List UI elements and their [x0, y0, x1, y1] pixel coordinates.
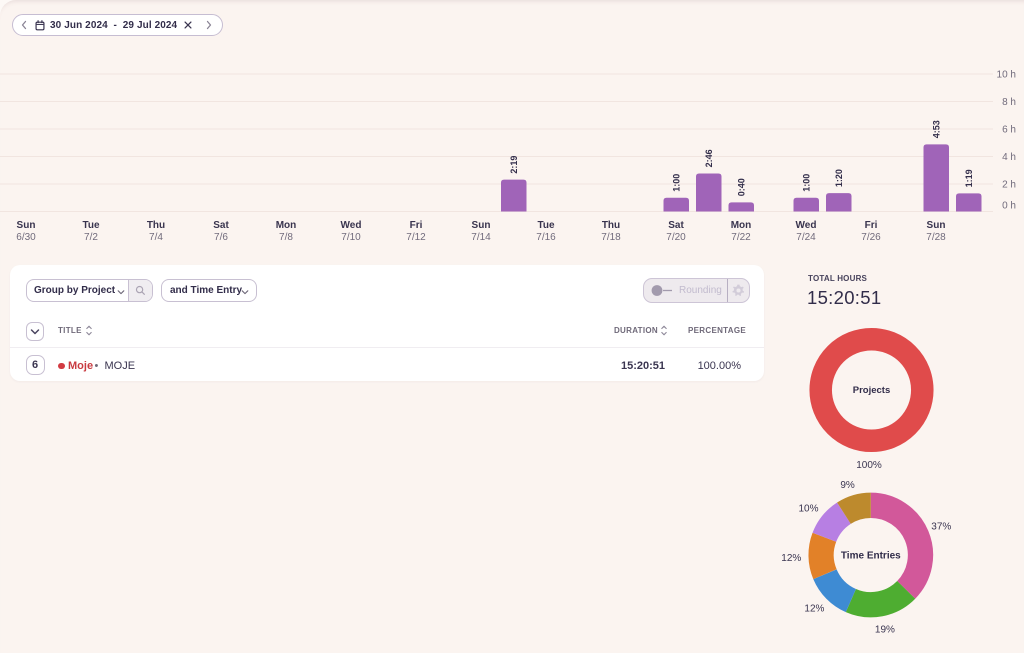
svg-text:2:46: 2:46	[704, 149, 714, 167]
svg-text:7/10: 7/10	[341, 232, 361, 243]
svg-text:Sun: Sun	[927, 220, 946, 231]
svg-text:6 h: 6 h	[1002, 125, 1016, 136]
svg-text:1:20: 1:20	[834, 169, 844, 187]
svg-text:Time Entries: Time Entries	[841, 551, 901, 562]
svg-text:100%: 100%	[856, 460, 882, 471]
svg-text:Mon: Mon	[731, 220, 752, 231]
svg-text:7/8: 7/8	[279, 232, 293, 243]
svg-text:7/14: 7/14	[471, 232, 491, 243]
svg-text:0 h: 0 h	[1002, 201, 1016, 212]
svg-text:4 h: 4 h	[1002, 152, 1016, 163]
svg-text:7/16: 7/16	[536, 232, 556, 243]
svg-text:19%: 19%	[875, 625, 895, 636]
svg-text:1:19: 1:19	[964, 169, 974, 187]
svg-text:Sun: Sun	[472, 220, 491, 231]
svg-text:Thu: Thu	[602, 220, 620, 231]
svg-text:2:19: 2:19	[509, 156, 519, 174]
svg-text:37%: 37%	[931, 522, 951, 533]
svg-text:10 h: 10 h	[997, 70, 1016, 81]
svg-text:Sun: Sun	[17, 220, 36, 231]
svg-text:10%: 10%	[798, 503, 818, 514]
svg-text:Projects: Projects	[853, 385, 891, 396]
svg-text:7/2: 7/2	[84, 232, 98, 243]
svg-text:Tue: Tue	[537, 220, 554, 231]
svg-text:8 h: 8 h	[1002, 97, 1016, 108]
svg-text:Thu: Thu	[147, 220, 165, 231]
svg-text:1:00: 1:00	[802, 174, 812, 192]
svg-text:4:53: 4:53	[932, 120, 942, 138]
svg-text:7/28: 7/28	[926, 232, 946, 243]
svg-text:7/20: 7/20	[666, 232, 686, 243]
svg-text:Wed: Wed	[341, 220, 362, 231]
svg-text:12%: 12%	[804, 604, 824, 615]
svg-text:9%: 9%	[840, 480, 855, 491]
svg-text:7/6: 7/6	[214, 232, 228, 243]
svg-text:Mon: Mon	[276, 220, 297, 231]
svg-text:Sat: Sat	[668, 220, 684, 231]
svg-text:Tue: Tue	[82, 220, 99, 231]
svg-text:7/24: 7/24	[796, 232, 816, 243]
svg-text:0:40: 0:40	[737, 178, 747, 196]
svg-text:Fri: Fri	[410, 220, 423, 231]
svg-text:Sat: Sat	[213, 220, 229, 231]
svg-text:7/22: 7/22	[731, 232, 751, 243]
svg-text:1:00: 1:00	[672, 174, 682, 192]
svg-text:Wed: Wed	[796, 220, 817, 231]
svg-text:7/4: 7/4	[149, 232, 163, 243]
svg-text:2 h: 2 h	[1002, 180, 1016, 191]
svg-text:Fri: Fri	[865, 220, 878, 231]
svg-text:7/12: 7/12	[406, 232, 426, 243]
svg-text:6/30: 6/30	[16, 232, 36, 243]
svg-text:12%: 12%	[781, 553, 801, 564]
svg-text:7/26: 7/26	[861, 232, 881, 243]
svg-text:7/18: 7/18	[601, 232, 621, 243]
